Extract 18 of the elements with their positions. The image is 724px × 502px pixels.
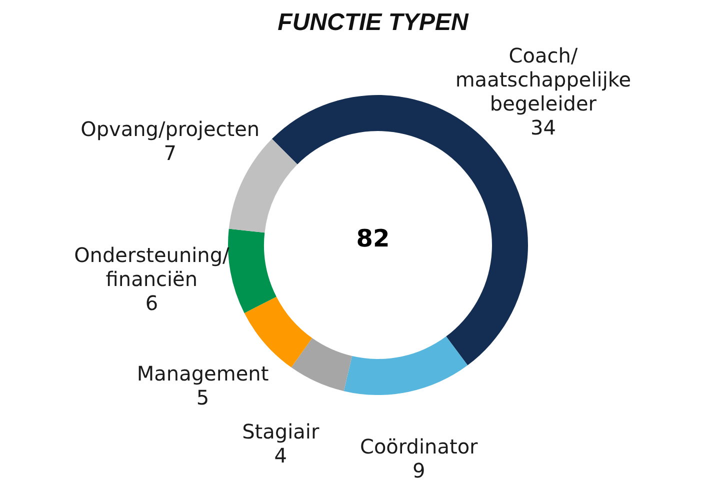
data-label: 34 [530,115,556,140]
donut-slice [244,296,312,368]
donut-slice [344,336,468,395]
slice-label: Management [136,362,269,386]
donut-slice [291,338,352,392]
slice-label: Coördinator [360,434,479,459]
data-label: 9 [412,458,426,483]
slice-label: Stagiair [242,420,320,444]
text: 82 [356,224,390,253]
chart-title: FUNCTIE TYPEN [278,9,469,36]
data-label: 5 [196,386,210,410]
donut-slice [228,138,298,233]
data-label: 7 [164,141,176,166]
slice-label: Coach/ maatschappelijke begeleider [455,43,632,116]
slice-label: Opvang/projecten [80,117,260,142]
donut-slice [228,228,276,314]
data-label: 4 [274,444,288,468]
data-label: 6 [145,291,158,316]
